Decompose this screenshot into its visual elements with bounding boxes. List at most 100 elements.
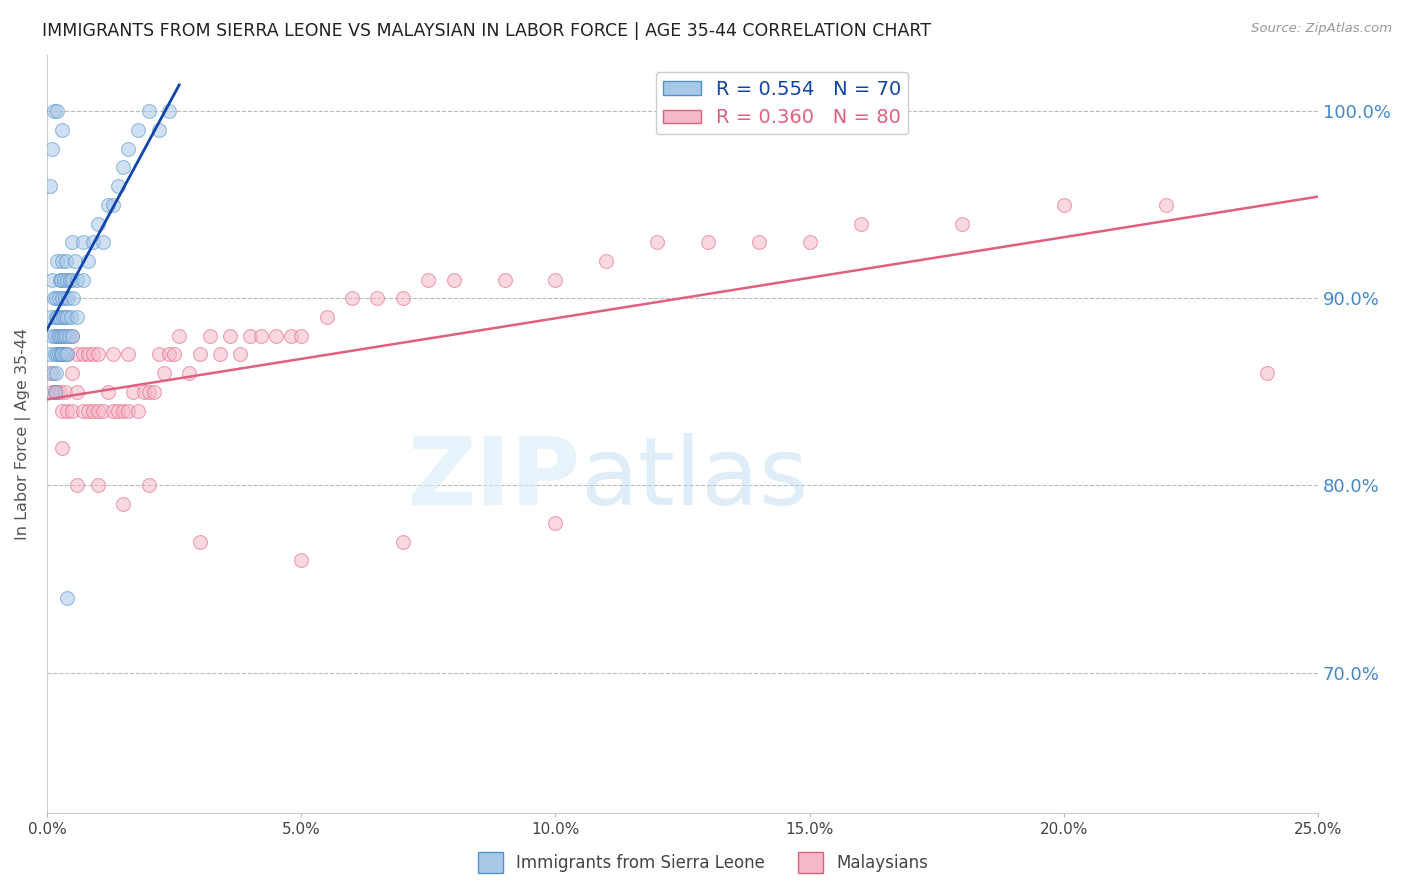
Point bbox=[53, 347, 76, 361]
Point bbox=[72, 347, 94, 361]
Point bbox=[63, 254, 86, 268]
Point bbox=[56, 403, 79, 417]
Point bbox=[72, 272, 94, 286]
Point bbox=[748, 235, 770, 250]
Point bbox=[101, 403, 124, 417]
Point bbox=[544, 272, 567, 286]
Point bbox=[132, 384, 155, 399]
Point bbox=[849, 217, 872, 231]
Point bbox=[66, 310, 89, 324]
Point bbox=[66, 384, 89, 399]
Point bbox=[87, 403, 110, 417]
Point bbox=[179, 366, 201, 380]
Point bbox=[56, 591, 79, 605]
Point bbox=[45, 104, 67, 119]
Point bbox=[45, 310, 67, 324]
Point bbox=[107, 403, 129, 417]
Point bbox=[1256, 366, 1278, 380]
Point bbox=[122, 384, 145, 399]
Point bbox=[56, 347, 79, 361]
Point bbox=[44, 384, 66, 399]
Point bbox=[53, 272, 76, 286]
Legend: Immigrants from Sierra Leone, Malaysians: Immigrants from Sierra Leone, Malaysians bbox=[471, 846, 935, 880]
Point bbox=[62, 291, 84, 305]
Point bbox=[595, 254, 617, 268]
Point bbox=[60, 403, 83, 417]
Point bbox=[138, 384, 160, 399]
Point bbox=[51, 291, 73, 305]
Point bbox=[188, 534, 211, 549]
Point bbox=[87, 217, 110, 231]
Point bbox=[148, 123, 170, 137]
Point bbox=[112, 497, 135, 511]
Point bbox=[48, 328, 70, 343]
Point bbox=[188, 347, 211, 361]
Point bbox=[56, 310, 79, 324]
Point bbox=[55, 328, 77, 343]
Point bbox=[249, 328, 271, 343]
Point bbox=[264, 328, 287, 343]
Point bbox=[76, 403, 98, 417]
Point bbox=[41, 272, 63, 286]
Point bbox=[45, 291, 67, 305]
Point bbox=[340, 291, 363, 305]
Point bbox=[117, 142, 139, 156]
Point bbox=[48, 384, 70, 399]
Point bbox=[42, 291, 65, 305]
Point bbox=[46, 254, 69, 268]
Point bbox=[82, 347, 104, 361]
Point bbox=[112, 161, 135, 175]
Point bbox=[46, 347, 69, 361]
Point bbox=[153, 366, 176, 380]
Point bbox=[72, 235, 94, 250]
Point bbox=[82, 403, 104, 417]
Point bbox=[39, 179, 62, 194]
Point bbox=[138, 104, 160, 119]
Point bbox=[60, 272, 83, 286]
Point bbox=[82, 235, 104, 250]
Point bbox=[51, 347, 73, 361]
Point bbox=[239, 328, 262, 343]
Point bbox=[128, 123, 150, 137]
Point bbox=[52, 328, 75, 343]
Point bbox=[46, 328, 69, 343]
Point bbox=[56, 347, 79, 361]
Point bbox=[76, 347, 98, 361]
Point bbox=[48, 272, 70, 286]
Legend: R = 0.554   N = 70, R = 0.360   N = 80: R = 0.554 N = 70, R = 0.360 N = 80 bbox=[655, 72, 908, 135]
Point bbox=[38, 366, 60, 380]
Point bbox=[76, 254, 98, 268]
Point bbox=[38, 347, 60, 361]
Point bbox=[41, 384, 63, 399]
Point bbox=[443, 272, 465, 286]
Point bbox=[51, 403, 73, 417]
Text: ZIP: ZIP bbox=[408, 434, 581, 525]
Point bbox=[697, 235, 720, 250]
Point bbox=[645, 235, 668, 250]
Point bbox=[51, 254, 73, 268]
Point bbox=[66, 478, 89, 492]
Point bbox=[1053, 198, 1076, 212]
Point bbox=[167, 328, 190, 343]
Point bbox=[51, 328, 73, 343]
Point bbox=[128, 403, 150, 417]
Text: Source: ZipAtlas.com: Source: ZipAtlas.com bbox=[1251, 22, 1392, 36]
Point bbox=[52, 310, 75, 324]
Point bbox=[544, 516, 567, 530]
Point bbox=[48, 347, 70, 361]
Point bbox=[59, 272, 82, 286]
Point bbox=[60, 328, 83, 343]
Point bbox=[91, 403, 114, 417]
Point bbox=[112, 403, 135, 417]
Point bbox=[49, 310, 72, 324]
Point bbox=[494, 272, 516, 286]
Point bbox=[799, 235, 821, 250]
Point bbox=[157, 104, 180, 119]
Point bbox=[66, 272, 89, 286]
Point bbox=[53, 384, 76, 399]
Point bbox=[290, 553, 312, 567]
Point bbox=[42, 366, 65, 380]
Point bbox=[58, 328, 80, 343]
Point bbox=[58, 291, 80, 305]
Point bbox=[117, 347, 139, 361]
